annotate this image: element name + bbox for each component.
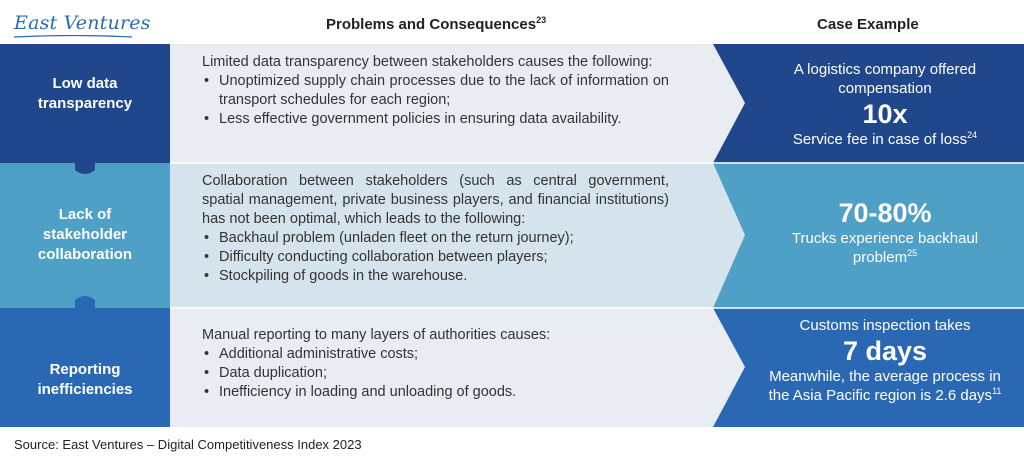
puzzle-knob-top (71, 121, 99, 174)
row-1-case-bottom: Service fee in case of loss24 (792, 130, 978, 149)
list-item: Data duplication; (202, 364, 669, 383)
row-3-label: Reporting inefficiencies (37, 361, 133, 398)
row-3-problems: Manual reporting to many layers of autho… (202, 326, 669, 402)
row-2-case-bg (713, 163, 1024, 308)
row-2-case: 70-80% Trucks experience backhaul proble… (750, 197, 1020, 267)
list-item: Difficulty conducting collaboration betw… (202, 248, 669, 267)
row-3-case-value: 7 days (842, 336, 928, 366)
row-3-case-top: Customs inspection takes (799, 317, 971, 334)
row-1-case-bg (713, 44, 1024, 163)
row-2-intro: Collaboration between stakeholders (such… (202, 173, 669, 227)
list-item: Stockpiling of goods in the warehouse. (202, 267, 669, 286)
row-1-intro: Limited data transparency between stakeh… (202, 54, 653, 70)
row-1-case-value: 10x (862, 99, 908, 129)
header-case-example: Case Example (817, 16, 919, 33)
row-2-problems: Collaboration between stakeholders (such… (202, 172, 669, 286)
row-3-case-bottom: Meanwhile, the average process in the As… (768, 368, 1002, 404)
row-2-label: Lack of stakeholder collaboration (37, 205, 133, 263)
list-item: Additional administrative costs; (202, 345, 669, 364)
list-item: Less effective government policies in en… (202, 110, 669, 129)
list-item: Backhaul problem (unladen fleet on the r… (202, 229, 669, 248)
row-3-case-bg (713, 308, 1024, 427)
source-note: Source: East Ventures – Digital Competit… (14, 437, 362, 452)
east-ventures-logo: East Ventures (14, 12, 151, 34)
puzzle-knob-bottom (71, 296, 99, 346)
header-problems: Problems and Consequences23 (326, 15, 547, 34)
list-item: Unoptimized supply chain processes due t… (202, 72, 669, 110)
row-3-case: Customs inspection takes 7 days Meanwhil… (750, 316, 1020, 405)
row-1-case: A logistics company offered compensation… (750, 60, 1020, 149)
row-2-label-bg (0, 163, 170, 308)
row-1-problems: Limited data transparency between stakeh… (202, 53, 669, 129)
row-3-intro: Manual reporting to many layers of autho… (202, 327, 551, 343)
row-2-case-bottom: Trucks experience backhaul problem25 (791, 230, 979, 266)
row-2-case-value: 70-80% (838, 198, 932, 228)
row-1-case-top: A logistics company offered compensation (793, 61, 977, 97)
row-1-label: Low data transparency (37, 75, 133, 112)
list-item: Inefficiency in loading and unloading of… (202, 383, 669, 402)
logo-swoosh-icon (14, 35, 132, 38)
